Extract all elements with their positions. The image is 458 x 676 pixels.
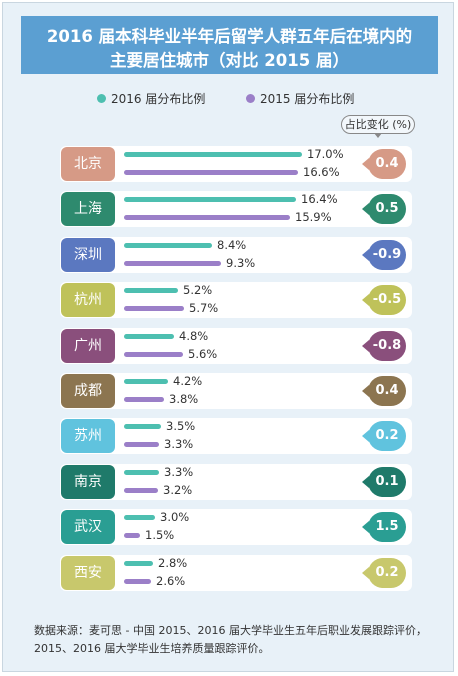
value-label-2015: 9.3% (226, 256, 256, 270)
source-line-2: 2015、2016 届大学毕业生培养质量跟踪评价。 (34, 642, 270, 655)
row-container (60, 464, 412, 500)
title-line-2: 主要居住城市（对比 2015 届） (110, 51, 349, 70)
city-label: 杭州 (61, 283, 115, 317)
value-label-2015: 16.6% (303, 165, 340, 179)
value-label-2016: 17.0% (307, 147, 344, 161)
city-label: 上海 (61, 192, 115, 226)
bar-2015 (124, 533, 140, 538)
bar-2015 (124, 170, 298, 175)
bar-2015 (124, 352, 183, 357)
city-label: 北京 (61, 147, 115, 181)
row-container (60, 237, 412, 273)
title-line-1: 2016 届本科毕业半年后留学人群五年后在境内的 (46, 27, 413, 46)
value-label-2015: 3.8% (169, 392, 199, 406)
change-badge: 1.5 (362, 512, 406, 542)
value-label-2015: 15.9% (295, 210, 332, 224)
change-badge: -0.5 (362, 285, 406, 315)
bar-2015 (124, 306, 184, 311)
change-badge: 0.2 (362, 558, 406, 588)
legend-2015-dot-icon (246, 94, 255, 103)
value-label-2016: 5.2% (183, 283, 213, 297)
title-banner: 2016 届本科毕业半年后留学人群五年后在境内的 主要居住城市（对比 2015 … (21, 16, 438, 74)
city-label: 成都 (61, 374, 115, 408)
bar-2015 (124, 579, 151, 584)
bar-2016 (124, 515, 155, 520)
source-line-1: 数据来源：麦可思 - 中国 2015、2016 届大学毕业生五年后职业发展跟踪评… (34, 624, 427, 637)
bar-2016 (124, 243, 212, 248)
row-container (60, 282, 412, 318)
row-container (60, 509, 412, 545)
change-badge: 0.5 (362, 194, 406, 224)
bar-2015 (124, 488, 158, 493)
city-label: 武汉 (61, 510, 115, 544)
change-badge: -0.9 (362, 240, 406, 270)
row-container (60, 373, 412, 409)
city-label: 南京 (61, 465, 115, 499)
bar-2016 (124, 197, 296, 202)
legend-2016-dot-icon (97, 94, 106, 103)
row-container (60, 328, 412, 364)
row-container (60, 418, 412, 454)
bar-2016 (124, 288, 178, 293)
bar-2016 (124, 561, 153, 566)
bar-2016 (124, 152, 302, 157)
value-label-2016: 16.4% (301, 192, 338, 206)
row-container (60, 555, 412, 591)
bar-2015 (124, 442, 159, 447)
value-label-2016: 4.8% (179, 329, 209, 343)
value-label-2015: 2.6% (156, 574, 186, 588)
change-badge: 0.1 (362, 467, 406, 497)
legend-2015-label: 2015 届分布比例 (260, 92, 355, 106)
value-label-2016: 2.8% (158, 556, 188, 570)
bar-2015 (124, 261, 221, 266)
bar-2016 (124, 379, 168, 384)
city-label: 广州 (61, 329, 115, 363)
value-label-2016: 4.2% (173, 374, 203, 388)
city-label: 深圳 (61, 238, 115, 272)
change-badge: -0.8 (362, 331, 406, 361)
change-header: 占比变化 (%) (341, 115, 415, 134)
city-label: 苏州 (61, 419, 115, 453)
change-badge: 0.4 (362, 149, 406, 179)
bar-2016 (124, 470, 159, 475)
change-badge: 0.2 (362, 421, 406, 451)
value-label-2016: 3.5% (166, 419, 196, 433)
value-label-2015: 3.3% (164, 437, 194, 451)
city-label: 西安 (61, 556, 115, 590)
value-label-2016: 3.3% (164, 465, 194, 479)
bar-2015 (124, 215, 290, 220)
change-header-pointer-icon (374, 133, 382, 138)
value-label-2015: 1.5% (145, 528, 175, 542)
value-label-2015: 5.7% (189, 301, 219, 315)
bar-2016 (124, 424, 161, 429)
value-label-2015: 5.6% (188, 347, 218, 361)
value-label-2016: 3.0% (160, 510, 190, 524)
change-badge: 0.4 (362, 376, 406, 406)
legend-2016: 2016 届分布比例 (97, 90, 205, 107)
legend-2015: 2015 届分布比例 (246, 90, 354, 107)
value-label-2015: 3.2% (163, 483, 193, 497)
bar-2016 (124, 334, 174, 339)
legend-2016-label: 2016 届分布比例 (111, 92, 206, 106)
bar-2015 (124, 397, 164, 402)
value-label-2016: 8.4% (217, 238, 247, 252)
